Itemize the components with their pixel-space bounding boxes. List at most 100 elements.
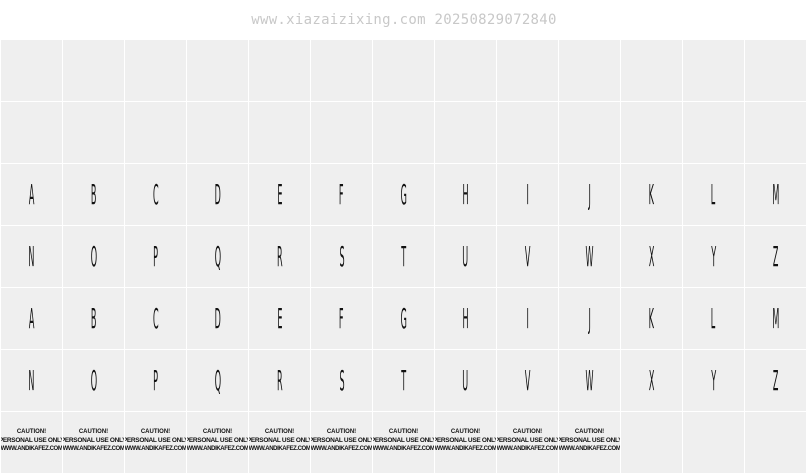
glyph-char: L	[711, 177, 716, 211]
caution-cell: CAUTION! PERSONAL USE ONLY WWW.ANDIKAFEZ.C…	[1, 412, 62, 473]
glyph-cell: W	[559, 226, 620, 287]
glyph-char: H	[462, 177, 469, 211]
caution-cell: CAUTION! PERSONAL USE ONLY WWW.ANDIKAFEZ.C…	[497, 412, 558, 473]
glyph-cell: N	[1, 350, 62, 411]
glyph-char: E	[276, 301, 283, 335]
caution-line2: PERSONAL USE ONLY	[125, 437, 186, 444]
glyph-cell: N	[1, 226, 62, 287]
empty-cell	[1, 40, 62, 101]
glyph-cell: Y	[683, 226, 744, 287]
caution-notice: CAUTION! PERSONAL USE ONLY WWW.ANDIKAFEZ.C…	[311, 428, 372, 454]
glyph-char: K	[648, 177, 655, 211]
glyph-char: S	[338, 239, 345, 273]
caution-notice: CAUTION! PERSONAL USE ONLY WWW.ANDIKAFEZ.C…	[187, 428, 248, 454]
empty-cell	[683, 102, 744, 163]
empty-cell	[745, 40, 806, 101]
glyph-char: G	[400, 177, 407, 211]
glyph-cell: H	[435, 164, 496, 225]
glyph-cell: S	[311, 350, 372, 411]
caution-line3: WWW.ANDIKAFEZ.COM	[1, 446, 62, 452]
glyph-char: B	[90, 177, 97, 211]
caution-cell: CAUTION! PERSONAL USE ONLY WWW.ANDIKAFEZ.C…	[559, 412, 620, 473]
glyph-char: L	[711, 301, 716, 335]
empty-cell	[373, 40, 434, 101]
caution-line1: CAUTION!	[202, 429, 233, 435]
glyph-char: W	[585, 239, 594, 273]
caution-line1: CAUTION!	[388, 429, 419, 435]
caution-line1: CAUTION!	[78, 429, 109, 435]
empty-cell	[435, 102, 496, 163]
caution-line3: WWW.ANDIKAFEZ.COM	[311, 446, 372, 452]
glyph-cell: U	[435, 350, 496, 411]
glyph-cell: J	[559, 288, 620, 349]
caution-line1: CAUTION!	[140, 429, 171, 435]
glyph-cell: Z	[745, 350, 806, 411]
caution-line2: PERSONAL USE ONLY	[63, 437, 124, 444]
glyph-cell: O	[63, 226, 124, 287]
empty-cell	[559, 102, 620, 163]
glyph-char: S	[338, 363, 345, 397]
caution-notice: CAUTION! PERSONAL USE ONLY WWW.ANDIKAFEZ.C…	[559, 428, 620, 454]
glyph-char: R	[276, 239, 283, 273]
glyph-cell: T	[373, 226, 434, 287]
glyph-cell: G	[373, 288, 434, 349]
glyph-cell: F	[311, 164, 372, 225]
caution-line2: PERSONAL USE ONLY	[435, 437, 496, 444]
glyph-char: U	[462, 363, 469, 397]
caution-notice: CAUTION! PERSONAL USE ONLY WWW.ANDIKAFEZ.C…	[63, 428, 124, 454]
glyph-char: H	[462, 301, 469, 335]
glyph-char: N	[28, 239, 35, 273]
empty-cell	[373, 102, 434, 163]
glyph-char: A	[28, 301, 35, 335]
caution-line2: PERSONAL USE ONLY	[187, 437, 248, 444]
caution-line2: PERSONAL USE ONLY	[311, 437, 372, 444]
caution-notice: CAUTION! PERSONAL USE ONLY WWW.ANDIKAFEZ.C…	[125, 428, 186, 454]
glyph-cell: I	[497, 288, 558, 349]
glyph-cell: J	[559, 164, 620, 225]
caution-line3: WWW.ANDIKAFEZ.COM	[559, 446, 620, 452]
empty-cell	[1, 102, 62, 163]
glyph-char: T	[401, 363, 406, 397]
glyph-cell: R	[249, 226, 310, 287]
empty-cell	[621, 102, 682, 163]
glyph-char: V	[524, 239, 531, 273]
caution-line3: WWW.ANDIKAFEZ.COM	[187, 446, 248, 452]
glyph-char: Y	[711, 363, 716, 397]
caution-line2: PERSONAL USE ONLY	[1, 437, 62, 444]
glyph-cell: K	[621, 164, 682, 225]
glyph-char: Y	[711, 239, 716, 273]
glyph-grid: A B C D E F G H I J K L M N O P Q R S T U V W X Y Z A B C D E F G H I J K L M N…	[1, 40, 806, 473]
glyph-cell: L	[683, 288, 744, 349]
glyph-char: F	[339, 177, 344, 211]
empty-cell	[683, 40, 744, 101]
glyph-cell: M	[745, 288, 806, 349]
empty-cell	[311, 102, 372, 163]
glyph-cell: W	[559, 350, 620, 411]
glyph-cell: P	[125, 350, 186, 411]
glyph-cell: X	[621, 350, 682, 411]
empty-cell	[559, 40, 620, 101]
caution-line2: PERSONAL USE ONLY	[497, 437, 558, 444]
glyph-cell: Z	[745, 226, 806, 287]
empty-cell	[745, 412, 806, 473]
caution-notice: CAUTION! PERSONAL USE ONLY WWW.ANDIKAFEZ.C…	[497, 428, 558, 454]
glyph-cell: X	[621, 226, 682, 287]
glyph-char: F	[339, 301, 344, 335]
glyph-char: X	[648, 239, 655, 273]
glyph-cell: L	[683, 164, 744, 225]
glyph-cell: K	[621, 288, 682, 349]
glyph-char: M	[772, 301, 779, 335]
glyph-cell: Q	[187, 226, 248, 287]
glyph-cell: D	[187, 164, 248, 225]
caution-cell: CAUTION! PERSONAL USE ONLY WWW.ANDIKAFEZ.C…	[311, 412, 372, 473]
glyph-char: C	[152, 301, 159, 335]
glyph-cell: S	[311, 226, 372, 287]
glyph-char: J	[588, 301, 591, 335]
empty-cell	[311, 40, 372, 101]
glyph-cell: B	[63, 288, 124, 349]
glyph-char: E	[276, 177, 283, 211]
empty-cell	[621, 412, 682, 473]
glyph-char: D	[214, 177, 221, 211]
glyph-char: O	[90, 239, 97, 273]
glyph-char: D	[214, 301, 221, 335]
